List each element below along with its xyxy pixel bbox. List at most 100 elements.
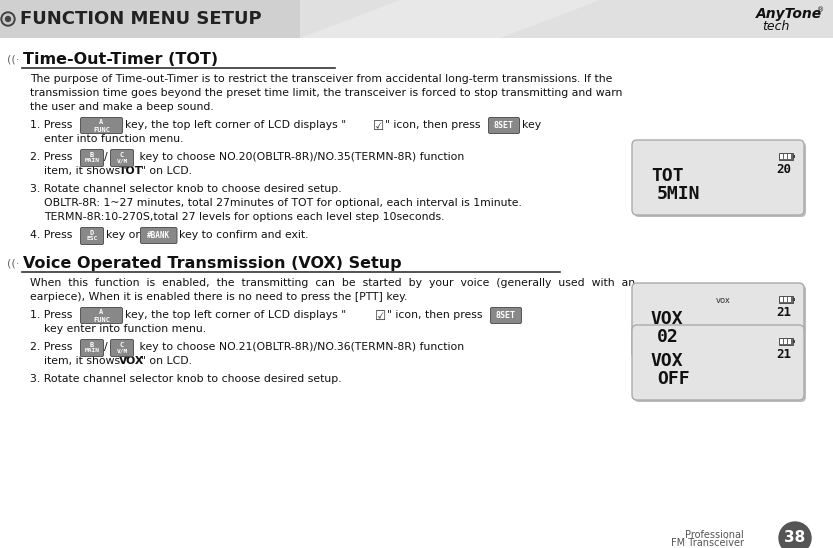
Text: 2. Press: 2. Press xyxy=(30,342,72,352)
Text: V/M: V/M xyxy=(117,349,127,353)
Text: D: D xyxy=(90,230,94,236)
Text: OBLTR-8R: 1~27 minutes, total 27minutes of TOT for optional, each interval is 1m: OBLTR-8R: 1~27 minutes, total 27minutes … xyxy=(44,198,522,208)
FancyBboxPatch shape xyxy=(780,339,783,344)
Text: 20: 20 xyxy=(776,163,791,176)
Text: key: key xyxy=(522,120,541,130)
Text: 1. Press: 1. Press xyxy=(30,310,72,320)
Text: transmission time goes beyond the preset time limit, the transceiver is forced t: transmission time goes beyond the preset… xyxy=(30,88,622,98)
Text: FUNCTION MENU SETUP: FUNCTION MENU SETUP xyxy=(20,10,262,28)
Text: 02: 02 xyxy=(657,328,679,346)
Text: TOT: TOT xyxy=(651,167,684,185)
FancyBboxPatch shape xyxy=(300,0,833,38)
Text: TOT: TOT xyxy=(119,166,143,176)
Text: 5MIN: 5MIN xyxy=(657,185,701,203)
FancyBboxPatch shape xyxy=(634,327,806,402)
FancyBboxPatch shape xyxy=(111,340,133,357)
Text: TERMN-8R:10-270S,total 27 levels for options each level step 10seconds.: TERMN-8R:10-270S,total 27 levels for opt… xyxy=(44,212,445,222)
FancyBboxPatch shape xyxy=(634,142,806,217)
Text: " icon, then press: " icon, then press xyxy=(387,310,482,320)
FancyBboxPatch shape xyxy=(784,154,787,159)
Text: key to confirm and exit.: key to confirm and exit. xyxy=(179,230,309,240)
Text: FM Transceiver: FM Transceiver xyxy=(671,538,744,548)
Text: enter into function menu.: enter into function menu. xyxy=(44,134,183,144)
Text: #BANK: #BANK xyxy=(147,231,170,241)
Text: The purpose of Time-out-Timer is to restrict the transceiver from accidental lon: The purpose of Time-out-Timer is to rest… xyxy=(30,74,612,84)
Text: 8SET: 8SET xyxy=(496,311,516,321)
FancyBboxPatch shape xyxy=(788,339,791,344)
FancyBboxPatch shape xyxy=(793,155,795,158)
FancyBboxPatch shape xyxy=(632,140,804,215)
Text: 8SET: 8SET xyxy=(494,122,514,130)
FancyBboxPatch shape xyxy=(788,297,791,302)
Text: ESC: ESC xyxy=(87,237,97,242)
Text: 4. Press: 4. Press xyxy=(30,230,72,240)
Text: item, it shows ": item, it shows " xyxy=(44,166,128,176)
FancyBboxPatch shape xyxy=(81,227,103,244)
FancyBboxPatch shape xyxy=(784,297,787,302)
FancyBboxPatch shape xyxy=(632,325,804,400)
Text: VOX: VOX xyxy=(651,352,684,370)
Text: key, the top left corner of LCD displays ": key, the top left corner of LCD displays… xyxy=(125,310,347,320)
Text: ☑: ☑ xyxy=(373,120,384,133)
Text: key to choose NO.21(OBLTR-8R)/NO.36(TERMN-8R) function: key to choose NO.21(OBLTR-8R)/NO.36(TERM… xyxy=(136,342,464,352)
Text: V/M: V/M xyxy=(117,158,127,163)
FancyBboxPatch shape xyxy=(779,338,793,345)
Text: MAIN: MAIN xyxy=(84,349,99,353)
FancyBboxPatch shape xyxy=(81,340,103,357)
FancyBboxPatch shape xyxy=(788,154,791,159)
Circle shape xyxy=(6,16,11,21)
Text: tech: tech xyxy=(762,20,790,32)
FancyBboxPatch shape xyxy=(793,340,795,343)
Text: key enter into function menu.: key enter into function menu. xyxy=(44,324,206,334)
Text: OFF: OFF xyxy=(657,370,690,388)
Text: key to choose NO.20(OBLTR-8R)/NO.35(TERMN-8R) function: key to choose NO.20(OBLTR-8R)/NO.35(TERM… xyxy=(136,152,464,162)
Text: C: C xyxy=(120,342,124,348)
Text: earpiece), When it is enabled there is no need to press the [PTT] key.: earpiece), When it is enabled there is n… xyxy=(30,292,407,302)
FancyBboxPatch shape xyxy=(111,150,133,167)
Text: Professional: Professional xyxy=(686,530,744,540)
FancyBboxPatch shape xyxy=(780,154,783,159)
Text: " on LCD.: " on LCD. xyxy=(141,166,192,176)
Text: 21: 21 xyxy=(776,306,791,319)
FancyBboxPatch shape xyxy=(793,298,795,301)
Circle shape xyxy=(1,12,15,26)
Text: When  this  function  is  enabled,  the  transmitting  can  be  started  by  you: When this function is enabled, the trans… xyxy=(30,278,635,288)
Circle shape xyxy=(3,14,13,24)
Text: 21: 21 xyxy=(776,348,791,361)
Text: 38: 38 xyxy=(785,530,806,545)
Text: ((·: ((· xyxy=(7,54,19,64)
FancyBboxPatch shape xyxy=(81,150,103,167)
Text: vox: vox xyxy=(716,296,731,305)
Text: Voice Operated Transmission (VOX) Setup: Voice Operated Transmission (VOX) Setup xyxy=(23,256,402,271)
Text: B: B xyxy=(90,152,94,158)
Text: the user and make a beep sound.: the user and make a beep sound. xyxy=(30,102,214,112)
Text: Time-Out-Timer (TOT): Time-Out-Timer (TOT) xyxy=(23,52,218,67)
Text: B: B xyxy=(90,342,94,348)
Text: VOX: VOX xyxy=(651,310,684,328)
FancyBboxPatch shape xyxy=(634,285,806,360)
Text: 2. Press: 2. Press xyxy=(30,152,72,162)
Text: key or: key or xyxy=(106,230,140,240)
Circle shape xyxy=(779,522,811,548)
FancyBboxPatch shape xyxy=(141,227,177,243)
Text: ((·: ((· xyxy=(7,258,19,268)
Text: AnyTone: AnyTone xyxy=(756,7,822,21)
FancyBboxPatch shape xyxy=(632,283,804,358)
FancyBboxPatch shape xyxy=(81,307,122,323)
Text: MAIN: MAIN xyxy=(84,158,99,163)
FancyBboxPatch shape xyxy=(779,153,793,160)
FancyBboxPatch shape xyxy=(784,339,787,344)
Text: 1. Press: 1. Press xyxy=(30,120,72,130)
FancyBboxPatch shape xyxy=(81,117,122,134)
Text: " on LCD.: " on LCD. xyxy=(141,356,192,366)
Text: 3. Rotate channel selector knob to choose desired setup.: 3. Rotate channel selector knob to choos… xyxy=(30,374,342,384)
Text: /: / xyxy=(104,342,107,352)
FancyBboxPatch shape xyxy=(488,117,520,134)
FancyBboxPatch shape xyxy=(780,297,783,302)
FancyBboxPatch shape xyxy=(779,296,793,303)
Text: A
FUNC: A FUNC xyxy=(93,310,110,323)
FancyBboxPatch shape xyxy=(0,0,833,38)
Polygon shape xyxy=(300,0,600,38)
Text: ☑: ☑ xyxy=(375,310,387,323)
Text: ®: ® xyxy=(817,7,824,13)
